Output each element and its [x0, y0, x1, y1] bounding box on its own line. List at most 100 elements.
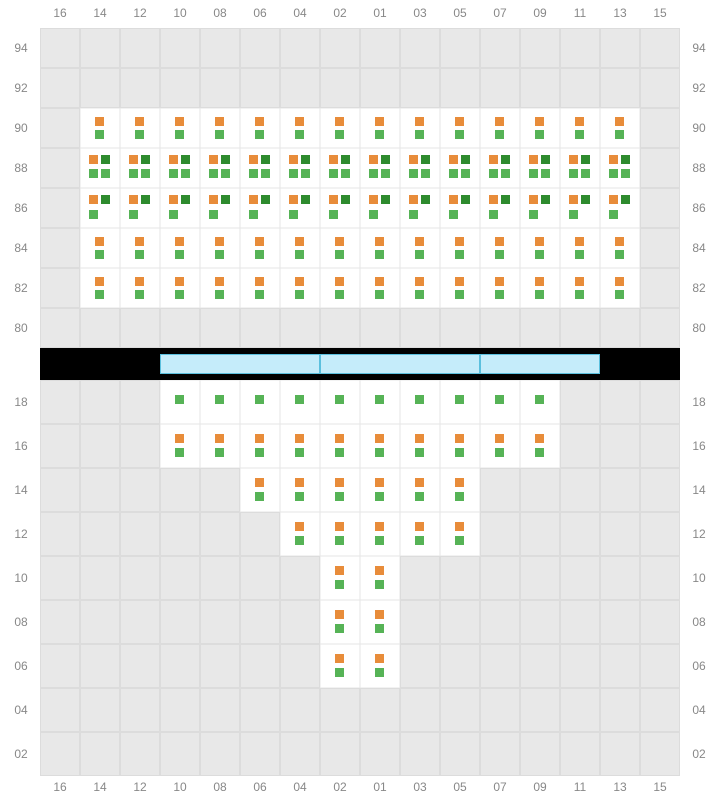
seat-marker[interactable] — [569, 155, 578, 164]
seat-cell[interactable] — [400, 148, 440, 188]
seat-cell[interactable] — [320, 644, 360, 688]
seat-marker[interactable] — [495, 130, 504, 139]
seat-cell[interactable] — [200, 188, 240, 228]
seat-marker[interactable] — [175, 250, 184, 259]
seat-marker[interactable] — [415, 290, 424, 299]
seat-marker[interactable] — [449, 210, 458, 219]
seat-marker[interactable] — [461, 169, 470, 178]
seat-marker[interactable] — [221, 195, 230, 204]
seat-marker[interactable] — [375, 290, 384, 299]
seat-cell[interactable] — [240, 268, 280, 308]
seat-marker[interactable] — [455, 395, 464, 404]
seat-marker[interactable] — [375, 395, 384, 404]
seat-marker[interactable] — [495, 448, 504, 457]
seat-marker[interactable] — [255, 434, 264, 443]
seat-cell[interactable] — [120, 108, 160, 148]
seat-marker[interactable] — [535, 237, 544, 246]
seat-marker[interactable] — [335, 117, 344, 126]
seat-marker[interactable] — [375, 130, 384, 139]
seat-marker[interactable] — [135, 130, 144, 139]
seat-cell[interactable] — [520, 148, 560, 188]
seat-marker[interactable] — [95, 117, 104, 126]
seat-marker[interactable] — [575, 237, 584, 246]
seat-marker[interactable] — [615, 250, 624, 259]
seat-marker[interactable] — [415, 536, 424, 545]
seat-marker[interactable] — [375, 250, 384, 259]
seat-cell[interactable] — [480, 108, 520, 148]
seat-cell[interactable] — [280, 148, 320, 188]
seat-marker[interactable] — [375, 566, 384, 575]
seat-marker[interactable] — [329, 210, 338, 219]
seat-cell[interactable] — [360, 108, 400, 148]
seat-marker[interactable] — [129, 210, 138, 219]
seat-cell[interactable] — [280, 468, 320, 512]
seat-marker[interactable] — [415, 250, 424, 259]
seat-marker[interactable] — [215, 250, 224, 259]
seat-cell[interactable] — [200, 268, 240, 308]
seat-marker[interactable] — [335, 566, 344, 575]
seat-marker[interactable] — [621, 155, 630, 164]
seat-marker[interactable] — [89, 210, 98, 219]
seat-marker[interactable] — [95, 250, 104, 259]
seat-marker[interactable] — [335, 654, 344, 663]
seat-marker[interactable] — [535, 290, 544, 299]
seat-marker[interactable] — [335, 277, 344, 286]
seat-marker[interactable] — [375, 610, 384, 619]
seat-marker[interactable] — [209, 155, 218, 164]
seat-marker[interactable] — [375, 624, 384, 633]
seat-cell[interactable] — [440, 380, 480, 424]
seat-marker[interactable] — [289, 155, 298, 164]
seat-marker[interactable] — [89, 169, 98, 178]
seat-marker[interactable] — [615, 130, 624, 139]
seat-marker[interactable] — [335, 536, 344, 545]
seat-cell[interactable] — [600, 108, 640, 148]
seat-marker[interactable] — [415, 395, 424, 404]
seat-marker[interactable] — [335, 522, 344, 531]
seat-cell[interactable] — [200, 380, 240, 424]
seat-cell[interactable] — [440, 468, 480, 512]
seat-cell[interactable] — [520, 424, 560, 468]
seat-marker[interactable] — [341, 169, 350, 178]
seat-marker[interactable] — [581, 155, 590, 164]
seat-cell[interactable] — [480, 380, 520, 424]
seat-cell[interactable] — [160, 228, 200, 268]
seat-cell[interactable] — [480, 424, 520, 468]
seat-cell[interactable] — [80, 148, 120, 188]
seat-marker[interactable] — [495, 237, 504, 246]
seat-marker[interactable] — [101, 155, 110, 164]
seat-marker[interactable] — [409, 195, 418, 204]
seat-marker[interactable] — [215, 290, 224, 299]
seat-marker[interactable] — [581, 169, 590, 178]
seat-cell[interactable] — [280, 188, 320, 228]
seat-marker[interactable] — [375, 492, 384, 501]
seat-marker[interactable] — [295, 237, 304, 246]
seat-cell[interactable] — [240, 228, 280, 268]
seat-marker[interactable] — [381, 195, 390, 204]
seat-cell[interactable] — [280, 424, 320, 468]
seat-marker[interactable] — [255, 478, 264, 487]
seat-cell[interactable] — [440, 108, 480, 148]
seat-marker[interactable] — [421, 195, 430, 204]
seat-marker[interactable] — [409, 155, 418, 164]
seat-marker[interactable] — [95, 290, 104, 299]
seat-cell[interactable] — [360, 268, 400, 308]
seat-marker[interactable] — [169, 169, 178, 178]
seat-marker[interactable] — [501, 169, 510, 178]
seat-marker[interactable] — [415, 117, 424, 126]
seat-cell[interactable] — [320, 424, 360, 468]
seat-marker[interactable] — [335, 448, 344, 457]
seat-marker[interactable] — [495, 277, 504, 286]
seat-marker[interactable] — [95, 130, 104, 139]
seat-cell[interactable] — [200, 424, 240, 468]
seat-marker[interactable] — [249, 195, 258, 204]
seat-cell[interactable] — [440, 188, 480, 228]
seat-cell[interactable] — [80, 268, 120, 308]
seat-marker[interactable] — [175, 434, 184, 443]
seat-cell[interactable] — [320, 380, 360, 424]
seat-marker[interactable] — [621, 195, 630, 204]
seat-marker[interactable] — [95, 237, 104, 246]
seat-marker[interactable] — [255, 237, 264, 246]
seat-marker[interactable] — [415, 522, 424, 531]
seat-marker[interactable] — [175, 237, 184, 246]
seat-marker[interactable] — [529, 169, 538, 178]
